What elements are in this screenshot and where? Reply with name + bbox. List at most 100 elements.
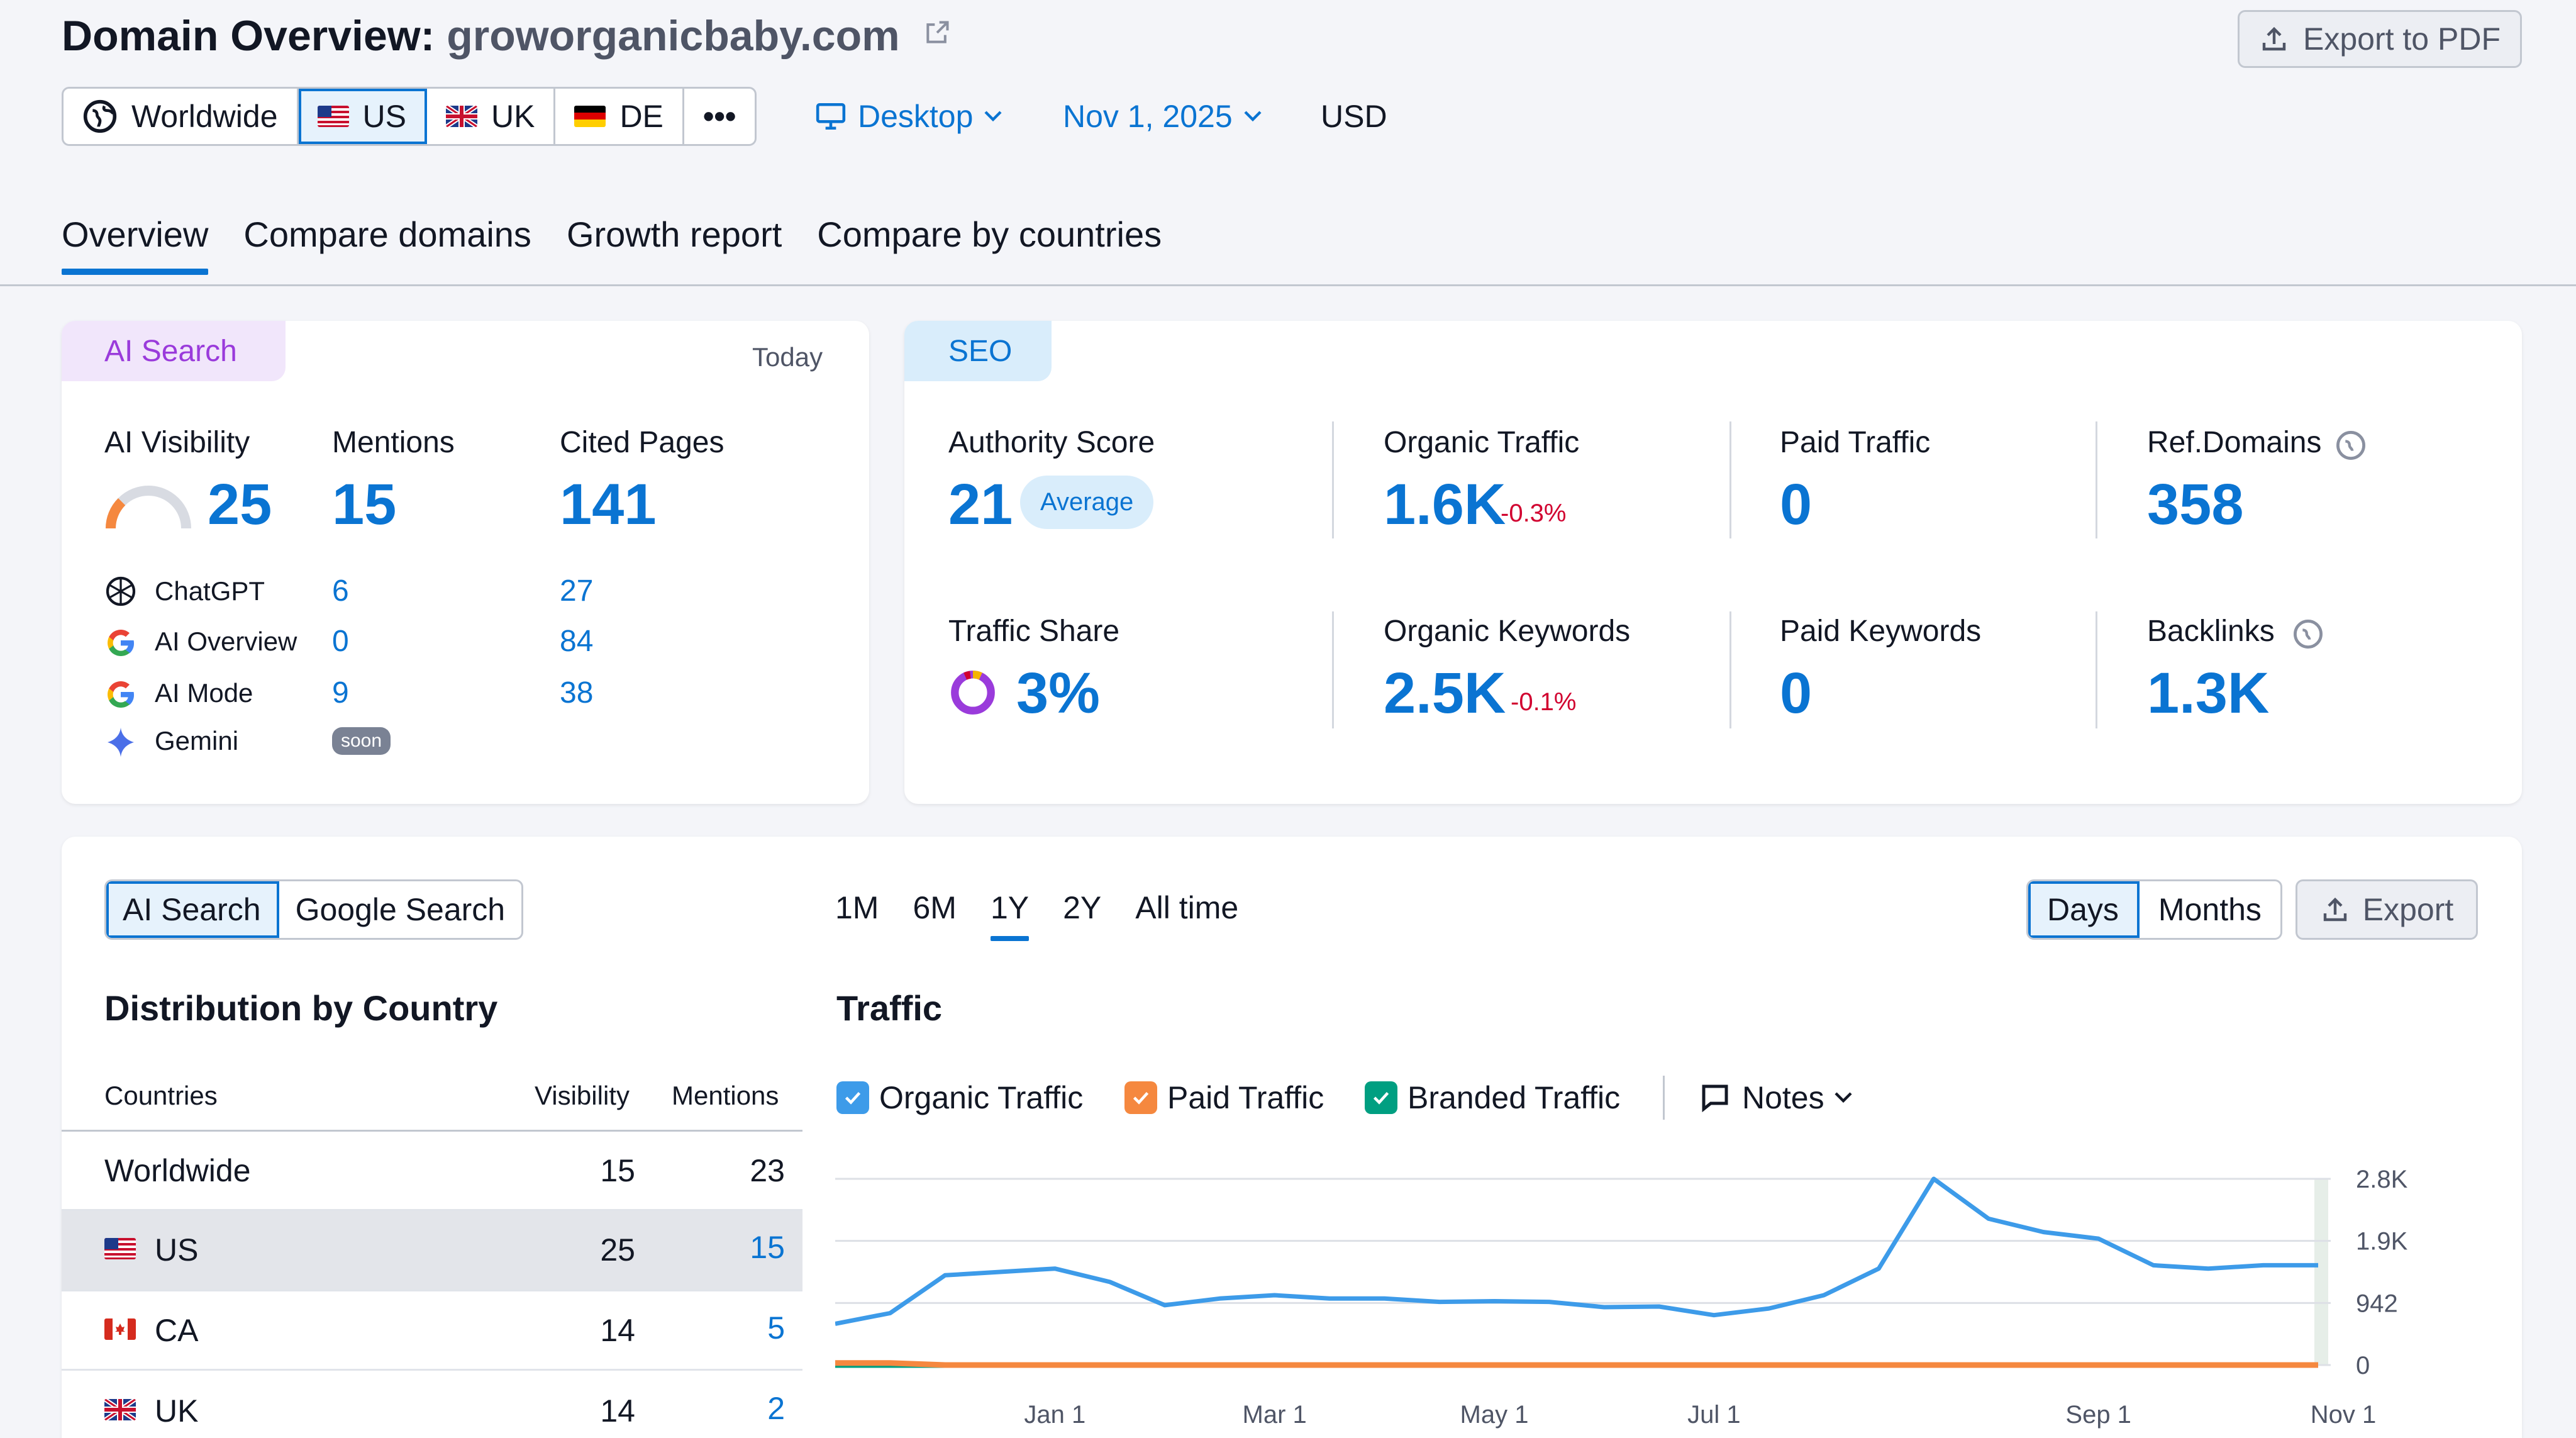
mentions-value[interactable]: 15 bbox=[332, 472, 397, 537]
cited-pages-value[interactable]: 141 bbox=[560, 472, 657, 537]
series-line-organic-traffic[interactable] bbox=[835, 1176, 2318, 1326]
page-title-domain[interactable]: groworganicbaby.com bbox=[447, 12, 900, 60]
more-icon: ••• bbox=[702, 99, 736, 134]
authority-badge: Average bbox=[1020, 476, 1154, 529]
range-6m[interactable]: 6M bbox=[913, 890, 957, 925]
ai-search-card bbox=[62, 321, 869, 804]
organic-keywords-value[interactable]: 2.5K bbox=[1384, 661, 1506, 725]
tab-overview[interactable]: Overview bbox=[62, 214, 209, 275]
db-de-button[interactable]: DE bbox=[555, 89, 684, 144]
row-divider bbox=[62, 1369, 802, 1371]
row-ca-mentions[interactable]: 5 bbox=[767, 1310, 785, 1346]
organic-traffic-value[interactable]: 1.6K bbox=[1384, 472, 1506, 537]
x-tick-label: Mar 1 bbox=[1243, 1401, 1307, 1429]
row-divider bbox=[62, 1290, 802, 1291]
checkbox-checked-icon bbox=[1124, 1081, 1157, 1114]
series-line-paid-traffic[interactable] bbox=[835, 1360, 2318, 1368]
mentions-header[interactable]: Mentions bbox=[672, 1081, 779, 1110]
paid-traffic-value[interactable]: 0 bbox=[1780, 472, 1813, 537]
notes-dropdown[interactable]: Notes bbox=[1698, 1079, 1852, 1116]
source-ai-mode-cited[interactable]: 38 bbox=[560, 676, 594, 710]
chatgpt-icon bbox=[106, 576, 136, 606]
visibility-header[interactable]: Visibility bbox=[535, 1081, 630, 1110]
row-us-mentions[interactable]: 15 bbox=[750, 1230, 785, 1265]
tab-bar: Overview Compare domains Growth report C… bbox=[62, 214, 1162, 275]
export-to-pdf-button[interactable]: Export to PDF bbox=[2238, 10, 2522, 68]
external-link-icon[interactable] bbox=[923, 19, 951, 47]
traffic-share-value[interactable]: 3% bbox=[1016, 661, 1100, 725]
google-search-toggle[interactable]: Google Search bbox=[295, 892, 506, 927]
legend-divider bbox=[1663, 1076, 1665, 1120]
notes-label: Notes bbox=[1742, 1080, 1824, 1115]
db-us-button[interactable]: US bbox=[298, 89, 427, 144]
upload-icon bbox=[2323, 897, 2346, 922]
row-us-country: US bbox=[155, 1232, 199, 1268]
page-title: Domain Overview: groworganicbaby.com bbox=[62, 11, 951, 60]
db-uk-button[interactable]: UK bbox=[427, 89, 556, 144]
days-toggle[interactable]: Days bbox=[2028, 881, 2140, 938]
divider bbox=[1729, 421, 1731, 538]
source-chatgpt-mentions[interactable]: 6 bbox=[332, 574, 349, 608]
page-title-prefix: Domain Overview: bbox=[62, 12, 435, 60]
paid-keywords-value[interactable]: 0 bbox=[1780, 661, 1813, 725]
db-worldwide-button[interactable]: Worldwide bbox=[64, 89, 299, 144]
ai-visibility-value[interactable]: 25 bbox=[208, 472, 272, 537]
source-chatgpt-cited[interactable]: 27 bbox=[560, 574, 594, 608]
row-uk-country: UK bbox=[155, 1393, 199, 1429]
export-button[interactable]: Export bbox=[2296, 879, 2478, 940]
tab-growth-report[interactable]: Growth report bbox=[566, 215, 782, 254]
y-tick-label: 1.9K bbox=[2356, 1228, 2408, 1256]
source-ai-overview-mentions[interactable]: 0 bbox=[332, 625, 349, 658]
divider bbox=[1729, 611, 1731, 728]
device-label: Desktop bbox=[858, 99, 974, 134]
tabs-divider bbox=[0, 284, 2576, 286]
divider bbox=[1332, 611, 1334, 728]
row-ca-country: CA bbox=[155, 1313, 199, 1348]
date-dropdown[interactable]: Nov 1, 2025 bbox=[1063, 94, 1262, 138]
device-dropdown[interactable]: Desktop bbox=[815, 94, 1002, 138]
db-de-label: DE bbox=[619, 99, 663, 134]
mentions-label: Mentions bbox=[332, 426, 455, 459]
distribution-title: Distribution by Country bbox=[104, 988, 498, 1028]
chart-current-period bbox=[2314, 1179, 2328, 1365]
authority-score-value[interactable]: 21 bbox=[948, 472, 1013, 537]
tab-compare-by-countries[interactable]: Compare by countries bbox=[817, 215, 1162, 254]
y-tick-label: 0 bbox=[2356, 1352, 2370, 1379]
tab-compare-domains[interactable]: Compare domains bbox=[243, 215, 531, 254]
db-more-button[interactable]: ••• bbox=[684, 89, 755, 144]
traffic-chart[interactable]: 2.8K 1.9K 942 0 Jan 1 Mar 1 May 1 Jul 1 Sep 1 Nov… bbox=[835, 1157, 2433, 1434]
y-tick-label: 2.8K bbox=[2356, 1166, 2408, 1193]
us-flag-icon bbox=[104, 1238, 136, 1259]
ai-search-toggle[interactable]: AI Search bbox=[106, 881, 279, 938]
legend-organic[interactable]: Organic Traffic bbox=[836, 1079, 1083, 1116]
row-divider bbox=[62, 1209, 802, 1211]
divider bbox=[2096, 421, 2097, 538]
range-1y[interactable]: 1Y bbox=[990, 889, 1030, 941]
traffic-share-label: Traffic Share bbox=[948, 615, 1120, 648]
source-ai-overview-cited[interactable]: 84 bbox=[560, 625, 594, 658]
cited-pages-label: Cited Pages bbox=[560, 426, 724, 459]
globe-icon bbox=[83, 99, 117, 133]
gemini-icon bbox=[108, 727, 134, 757]
range-all-time[interactable]: All time bbox=[1135, 890, 1239, 925]
months-toggle[interactable]: Months bbox=[2158, 892, 2262, 927]
source-ai-mode-mentions[interactable]: 9 bbox=[332, 676, 349, 710]
x-tick-label: Sep 1 bbox=[2065, 1401, 2131, 1429]
row-worldwide-visibility: 15 bbox=[600, 1153, 635, 1188]
legend-paid[interactable]: Paid Traffic bbox=[1124, 1079, 1324, 1116]
backlinks-value[interactable]: 1.3K bbox=[2147, 661, 2270, 725]
legend-branded[interactable]: Branded Traffic bbox=[1365, 1079, 1620, 1116]
visibility-gauge-icon bbox=[106, 486, 191, 529]
globe-icon bbox=[2336, 431, 2365, 460]
source-chatgpt-label: ChatGPT bbox=[155, 576, 265, 606]
date-label: Nov 1, 2025 bbox=[1063, 99, 1233, 134]
ca-flag-icon bbox=[104, 1318, 136, 1340]
range-1m[interactable]: 1M bbox=[835, 890, 879, 925]
x-tick-label: Nov 1 bbox=[2311, 1401, 2377, 1429]
us-flag-icon bbox=[317, 106, 349, 127]
range-2y[interactable]: 2Y bbox=[1063, 890, 1102, 925]
row-uk-mentions[interactable]: 2 bbox=[767, 1391, 785, 1426]
db-us-label: US bbox=[362, 99, 406, 134]
checkbox-checked-icon bbox=[836, 1081, 869, 1114]
ref-domains-value[interactable]: 358 bbox=[2147, 472, 2244, 537]
